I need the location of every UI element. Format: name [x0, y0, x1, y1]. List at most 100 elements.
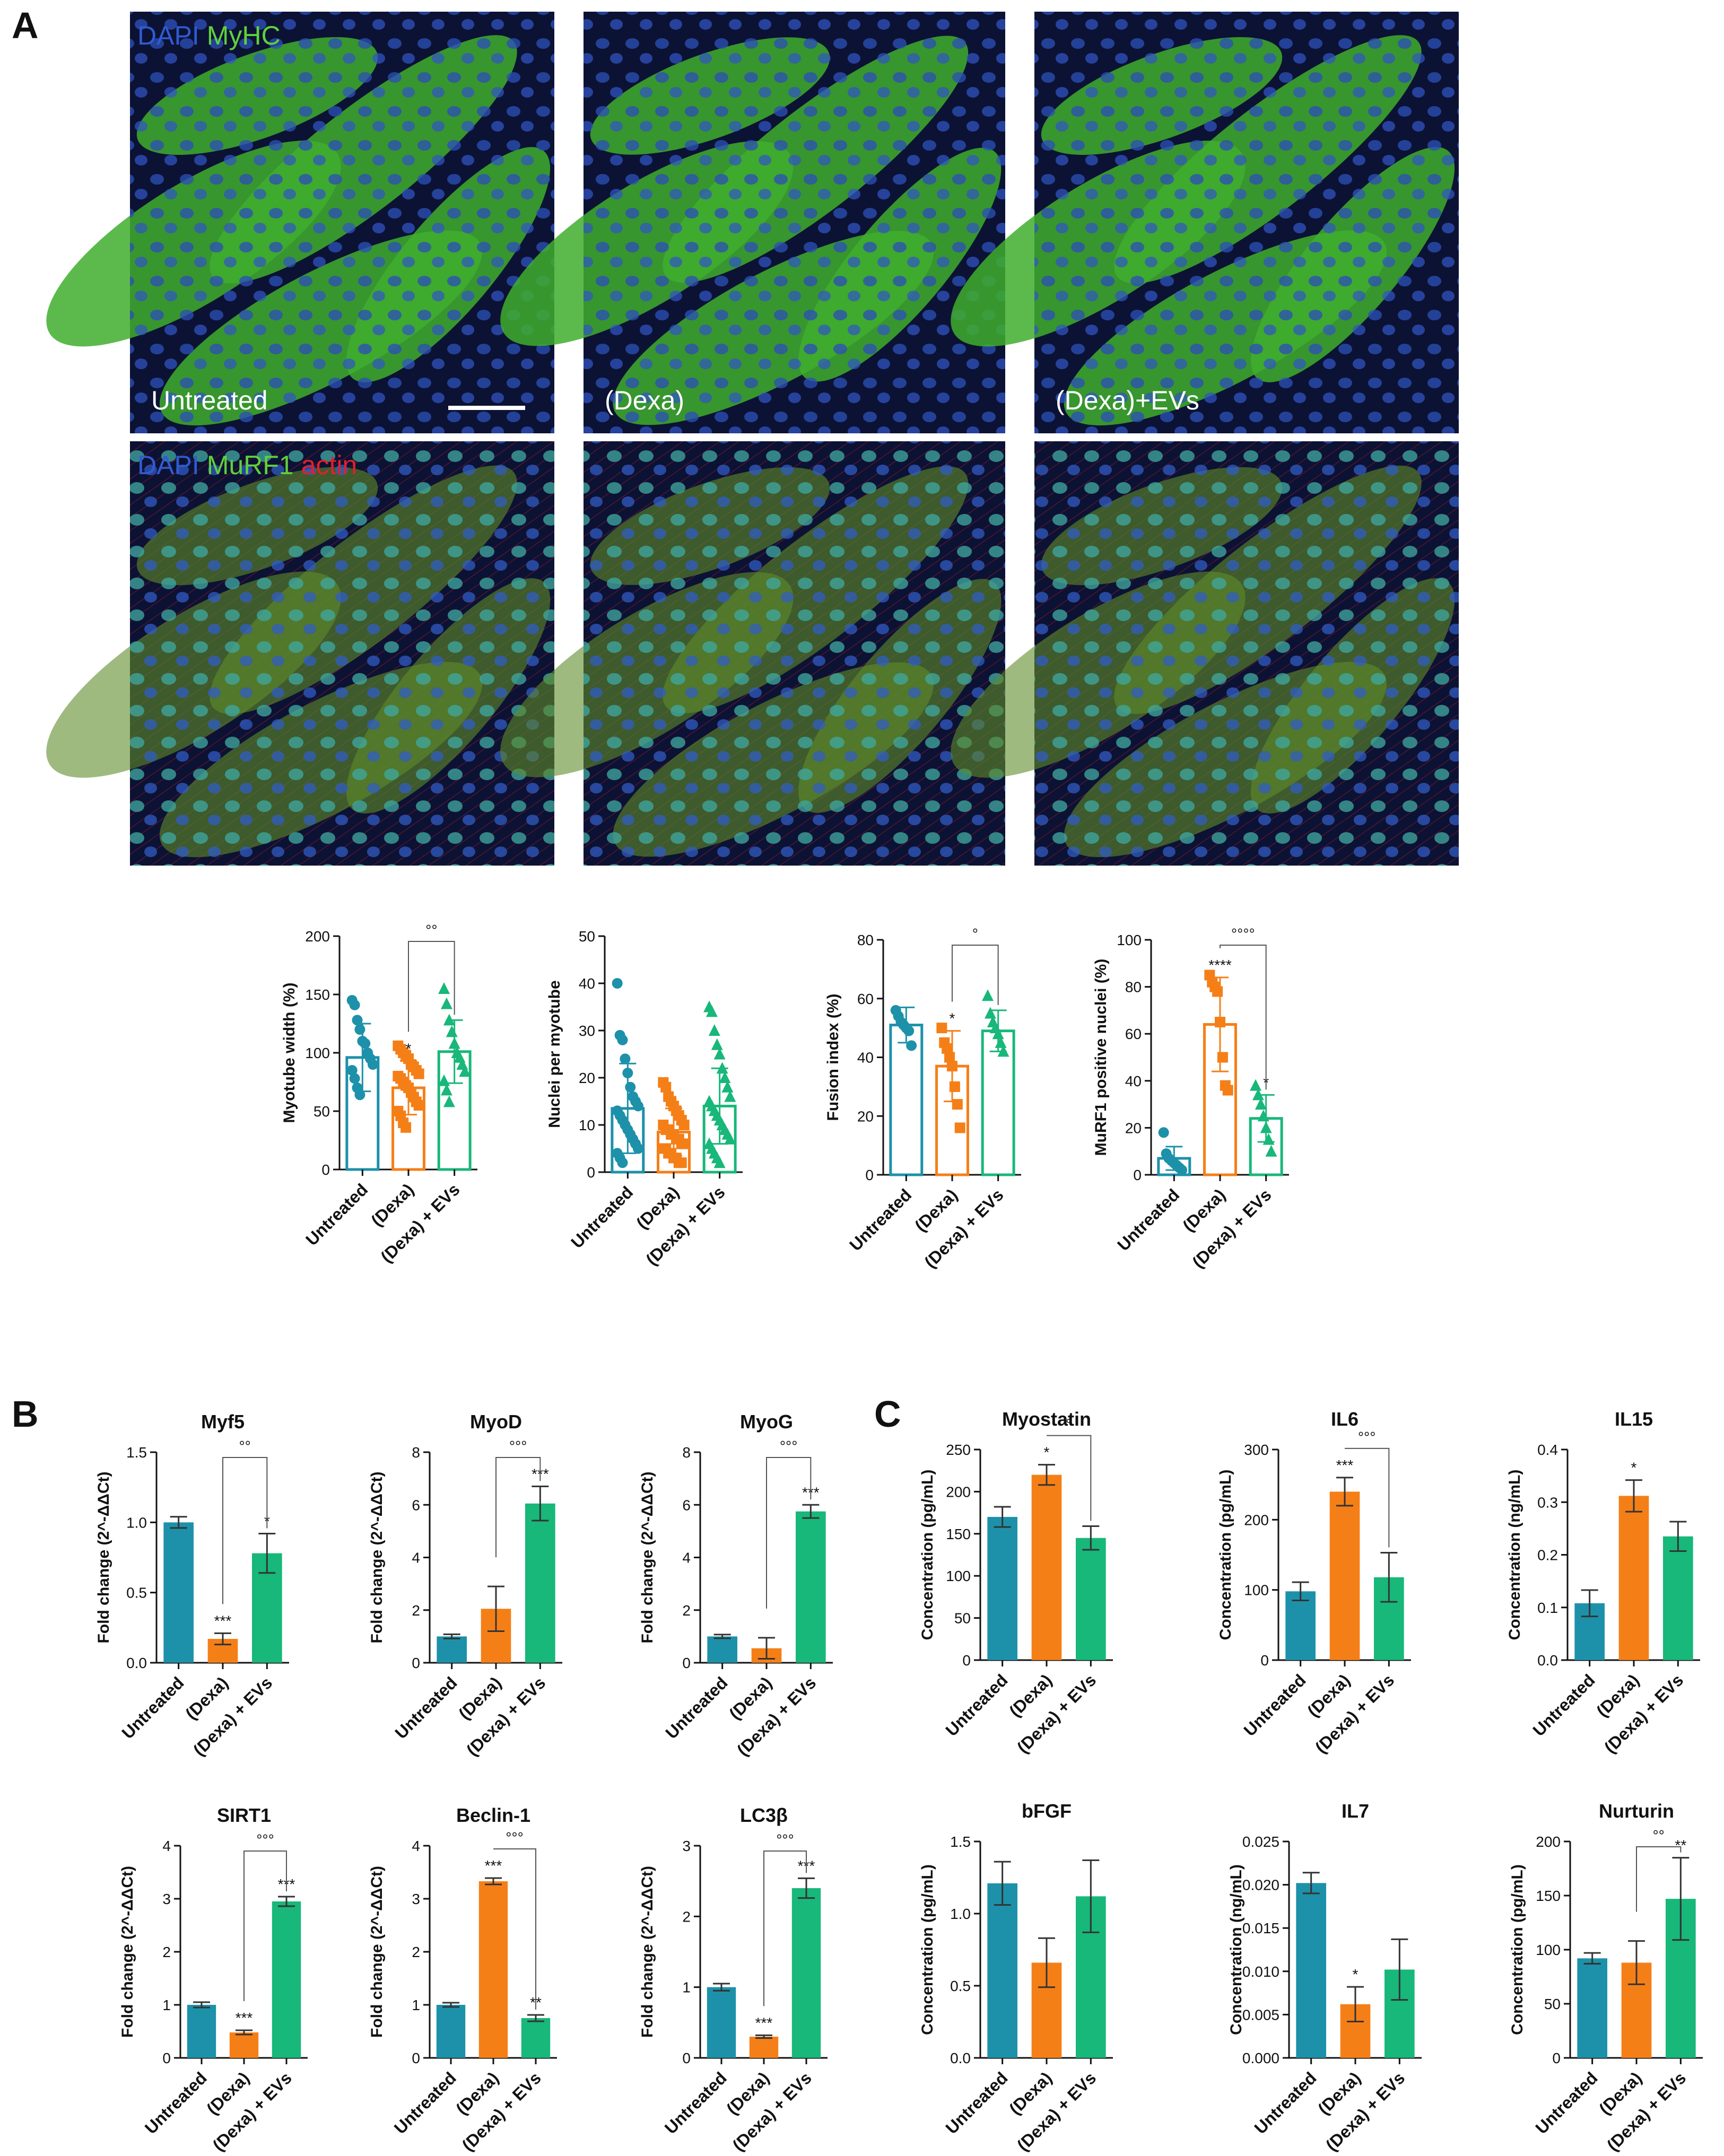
y-tick-label: 100 — [305, 1045, 330, 1061]
nuclei-overlay — [584, 441, 1005, 866]
category-label: (Dexa) + EVs — [189, 1673, 276, 1759]
y-tick-label: 4 — [162, 1838, 171, 1854]
data-point — [1257, 1110, 1269, 1122]
y-tick-label: 50 — [314, 1103, 330, 1120]
y-tick-label: 6 — [412, 1497, 420, 1513]
y-tick-label: 0 — [412, 1655, 420, 1671]
y-tick-label: 0.5 — [950, 1978, 971, 1994]
y-tick-label: 4 — [412, 1838, 420, 1854]
category-label: (Dexa) + EVs — [1013, 2068, 1100, 2154]
y-tick-label: 20 — [1125, 1120, 1142, 1136]
bar — [1577, 1958, 1607, 2058]
bar — [707, 1636, 737, 1663]
data-point — [1212, 986, 1223, 997]
y-tick-label: 0 — [1552, 2050, 1561, 2066]
condition-label: (Dexa) — [605, 386, 684, 415]
panel-label-a: A — [12, 5, 39, 46]
category-label: (Dexa) + EVs — [920, 1185, 1007, 1271]
y-tick-label: 200 — [1536, 1834, 1561, 1850]
data-point — [982, 989, 994, 1001]
bar — [987, 1883, 1017, 2058]
comparison-bracket — [243, 1851, 287, 2001]
y-tick-label: 150 — [1536, 1888, 1561, 1904]
y-tick-label: 2 — [412, 1602, 420, 1619]
chart-16: 0 50 100 150 200 Concentration (pg/mL) Nurturi… — [1509, 1800, 1703, 2155]
data-point — [952, 1099, 963, 1110]
y-tick-label: 0 — [1133, 1167, 1142, 1183]
y-tick-label: 1.5 — [950, 1834, 971, 1850]
bar — [981, 1029, 1015, 1176]
y-axis-title: Concentration (ng/mL) — [1227, 1864, 1245, 2035]
data-point — [1250, 1079, 1262, 1091]
bracket-label: ° — [1066, 1416, 1072, 1433]
bar — [707, 1987, 736, 2058]
y-tick-label: 60 — [1125, 1026, 1142, 1042]
nuclei-overlay — [584, 12, 1005, 433]
micrograph-2: (Dexa) — [500, 12, 1005, 433]
y-tick-label: 0 — [587, 1164, 595, 1181]
category-label: Untreated — [1532, 2068, 1601, 2137]
y-tick-label: 0.005 — [1242, 2006, 1279, 2023]
y-tick-label: 2 — [412, 1944, 420, 1960]
y-tick-label: 300 — [1244, 1442, 1269, 1458]
chart-1: 0 50 100 150 200 Myotube width (%) Untreated(D… — [281, 922, 477, 1267]
data-point — [1215, 1017, 1225, 1028]
data-point — [1252, 1088, 1264, 1101]
y-tick-label: 0.2 — [1537, 1547, 1558, 1564]
bar — [521, 2018, 551, 2058]
data-point — [400, 1122, 412, 1133]
data-point — [721, 1080, 734, 1093]
data-point — [446, 1025, 458, 1037]
data-point — [367, 1059, 378, 1070]
category-label: Untreated — [118, 1673, 188, 1742]
y-tick-label: 100 — [946, 1568, 971, 1584]
panel-label-c: C — [874, 1393, 901, 1435]
significance-marker: *** — [1336, 1457, 1354, 1473]
chart-title: Myostatin — [1002, 1408, 1091, 1430]
chart-14: 0.0 0.5 1.0 1.5 Concentration (pg/mL) bFGF Unt… — [919, 1800, 1113, 2155]
chart-12: 0 100 200 300 Concentration (pg/mL) IL6 Untrea… — [1217, 1408, 1411, 1757]
y-tick-label: 0.000 — [1242, 2050, 1279, 2066]
y-axis-title: Fold change (2^-ΔΔCt) — [639, 1472, 656, 1644]
significance-marker: *** — [755, 2014, 773, 2031]
category-label: (Dexa) + EVs — [1600, 1670, 1687, 1757]
y-tick-label: 0 — [1260, 1652, 1269, 1669]
y-tick-label: 0.0 — [1537, 1652, 1558, 1669]
y-tick-label: 1 — [682, 1979, 691, 1996]
bar — [478, 1881, 508, 2058]
y-tick-label: 0 — [962, 1652, 971, 1669]
category-label: (Dexa) + EVs — [733, 1673, 820, 1759]
significance-marker: **** — [1208, 957, 1232, 973]
category-label: Untreated — [1240, 1670, 1310, 1740]
chart-title: Myf5 — [201, 1411, 245, 1433]
y-axis-title: Fold change (2^-ΔΔCt) — [368, 1472, 386, 1644]
data-point — [413, 1100, 424, 1111]
stain-label-murf1: MuRF1 — [207, 450, 294, 480]
y-tick-label: 150 — [946, 1526, 971, 1542]
y-tick-label: 2 — [682, 1602, 691, 1619]
chart-13: 0.0 0.1 0.2 0.3 0.4 Concentration (ng/mL) IL15… — [1506, 1408, 1700, 1757]
chart-7: 0 2 4 6 8 Fold change (2^-ΔΔCt) MyoG Untreated(… — [639, 1411, 833, 1760]
y-tick-label: 1 — [412, 1997, 420, 2013]
bar — [1076, 1538, 1106, 1660]
chart-11: 0 50 100 150 200 250 Concentration (pg/mL) Myos… — [919, 1408, 1113, 1757]
y-tick-label: 80 — [1125, 979, 1142, 996]
y-tick-label: 0.5 — [126, 1585, 147, 1601]
scale-bar — [448, 406, 525, 410]
data-point — [942, 1043, 953, 1054]
stain-label-myhc: MyHC — [207, 21, 281, 50]
bracket-label: °°°° — [1231, 926, 1255, 942]
data-point — [438, 1074, 450, 1086]
data-point — [1255, 1098, 1267, 1110]
data-point — [997, 1045, 1009, 1057]
data-point — [617, 1157, 628, 1168]
data-point — [716, 1062, 728, 1074]
data-point — [706, 1005, 718, 1017]
micrograph-6 — [951, 441, 1459, 866]
y-tick-label: 0.1 — [1537, 1600, 1558, 1616]
y-axis-title: Concentration (pg/mL) — [1217, 1470, 1234, 1640]
category-label: (Dexa) + EVs — [1603, 2068, 1690, 2154]
comparison-bracket — [495, 1457, 541, 1558]
y-tick-label: 200 — [305, 928, 330, 945]
